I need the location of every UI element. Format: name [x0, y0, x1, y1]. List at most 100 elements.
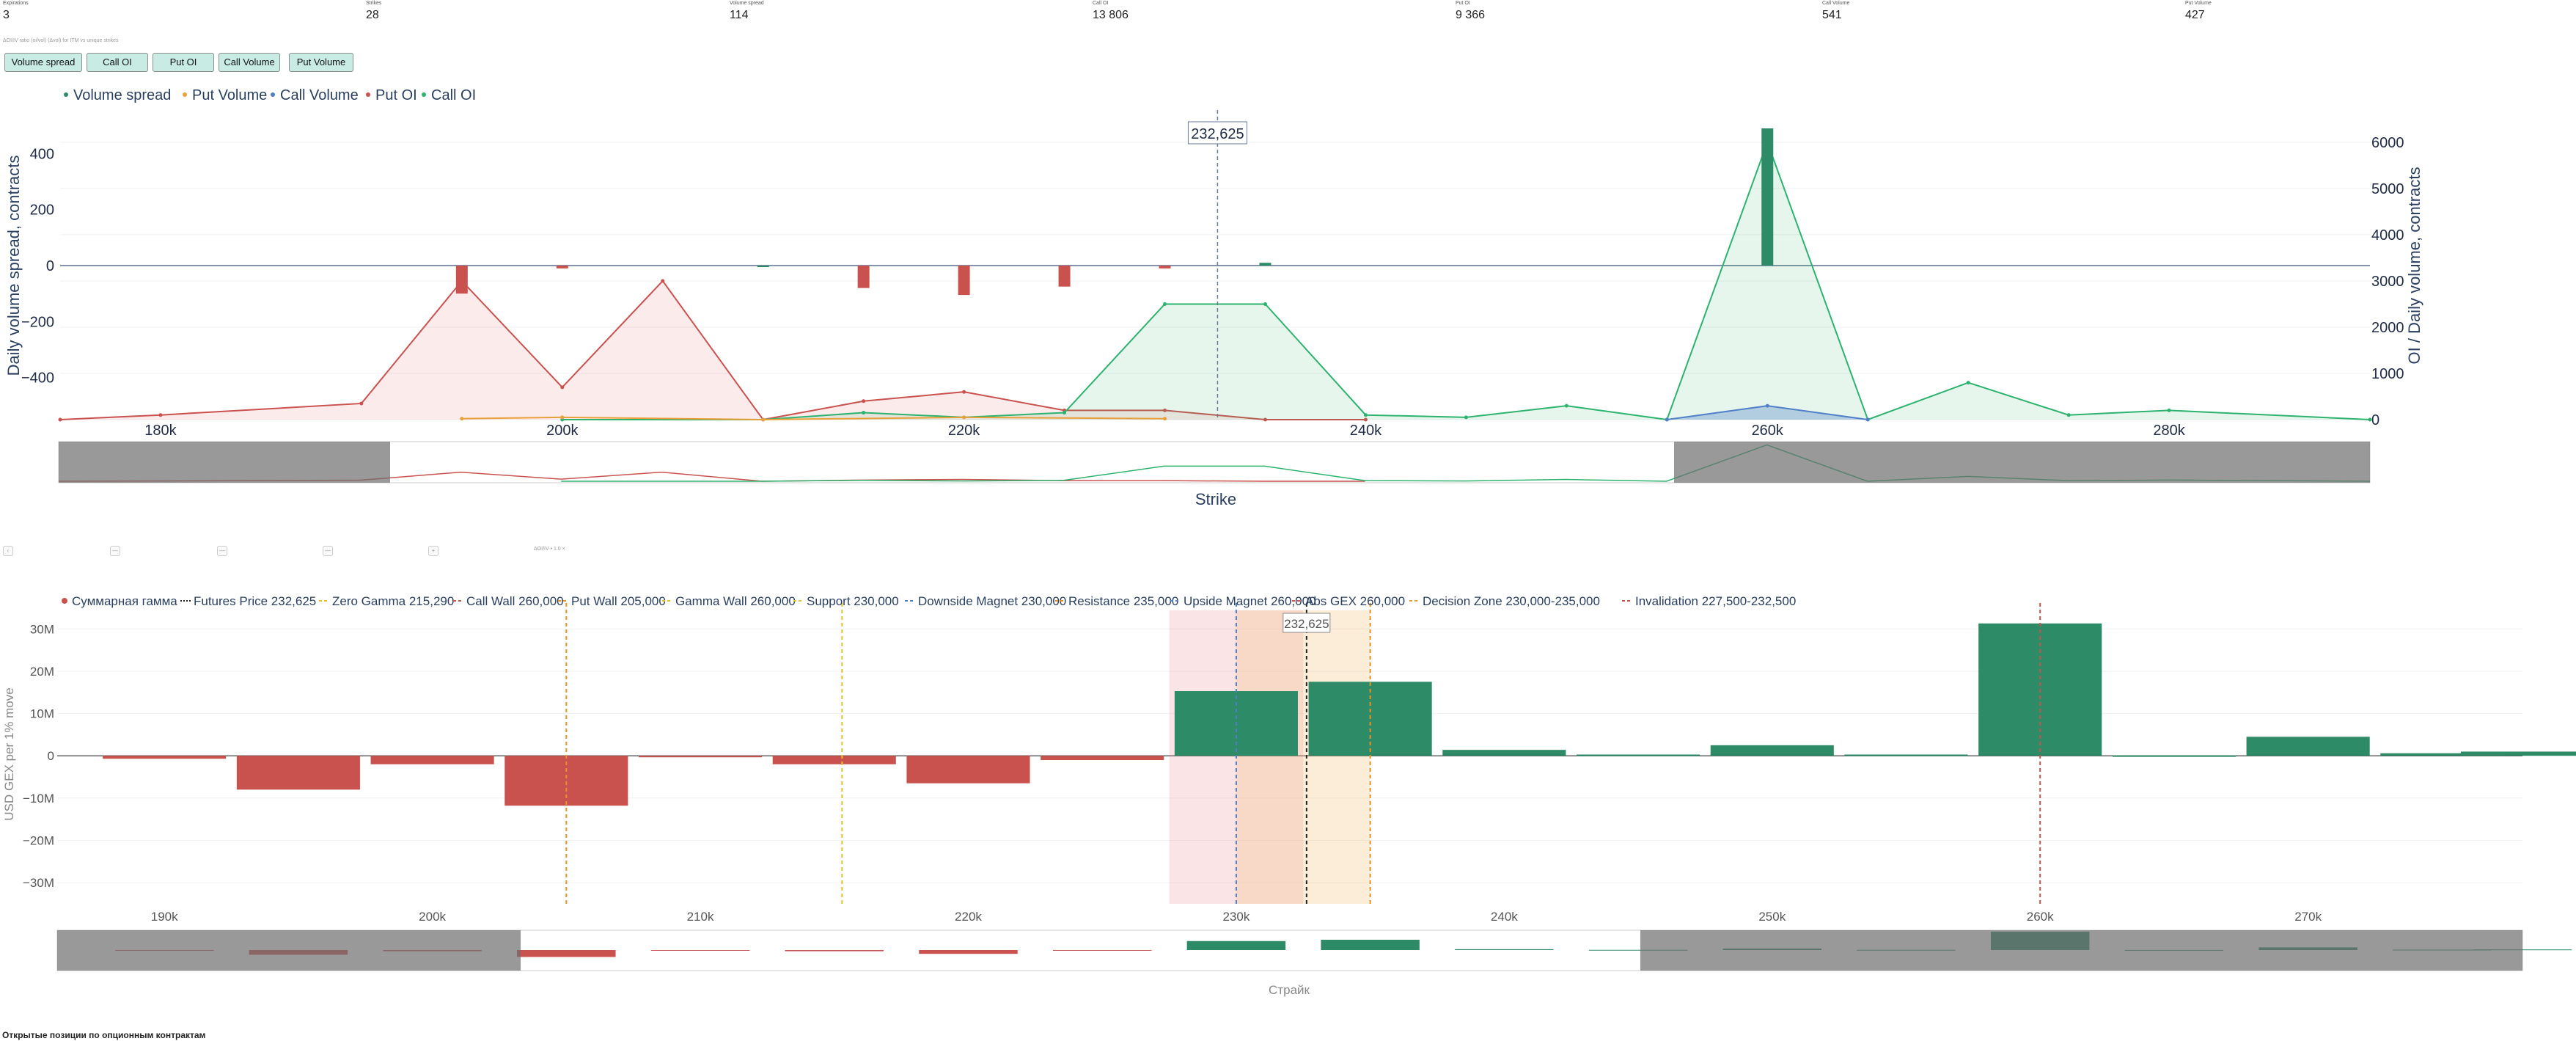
legend-label: Call Volume — [280, 87, 359, 103]
legend-label: Volume spread — [73, 87, 171, 103]
put-oi-point — [359, 401, 364, 406]
call-oi-point — [2167, 408, 2171, 412]
stat-label: Put Volume — [2185, 1, 2212, 6]
y-tick-label: 30M — [30, 622, 54, 636]
stats-note: ΔOI/IV ratio (oi/vol) (Δvol) for ITM vs … — [3, 38, 119, 43]
volume-spread-bar — [757, 266, 769, 268]
gamma-bar — [1442, 750, 1566, 756]
x-axis-title: Страйк — [1269, 983, 1310, 997]
mini-label: ΔOI/IV • 1.0 × — [534, 547, 565, 552]
put-oi-point — [1163, 408, 1167, 412]
volume-spread-bar — [958, 266, 970, 296]
legend-label: Put Volume — [192, 87, 267, 103]
slider-gamma-bar — [1455, 949, 1554, 950]
y-tick-label: −20M — [23, 834, 54, 848]
y2-tick-label: 2000 — [2371, 320, 2404, 336]
y-tick-label: 0 — [46, 258, 54, 274]
call-oi-point — [1966, 381, 1970, 385]
legend-label: Support 230,000 — [807, 594, 899, 608]
price-marker-label: 232,625 — [1284, 617, 1329, 631]
stat-put-oi: Put OI 9 366 — [1456, 0, 1485, 23]
stat-label: Expirations — [3, 1, 29, 6]
slider-gamma-bar — [1321, 940, 1420, 950]
legend-label: Суммарная гамма — [72, 594, 177, 608]
stat-value: 541 — [1822, 9, 1842, 21]
stat-value: 9 366 — [1456, 9, 1486, 21]
stat-label: Call Volume — [1822, 1, 1850, 6]
put-volume-point — [560, 415, 565, 420]
put-oi-point — [1363, 417, 1368, 422]
call-volume-point — [1665, 417, 1669, 422]
put-oi-point — [661, 279, 665, 283]
volume-spread-button[interactable]: Volume spread — [4, 53, 82, 72]
legend-marker — [183, 92, 187, 97]
call-oi-point — [1263, 302, 1267, 306]
put-oi-point — [58, 417, 62, 422]
x-tick-label: 240k — [1350, 423, 1382, 439]
stat-label: Call OI — [1093, 1, 1109, 6]
mini-control-button[interactable]: — — [110, 546, 120, 556]
stat-label: Volume spread — [730, 1, 764, 6]
volume-spread-bar — [1058, 266, 1071, 287]
x-tick-label: 270k — [2294, 910, 2322, 924]
put-oi-point — [1263, 417, 1267, 422]
gamma-bar — [2460, 751, 2576, 756]
x-tick-label: 180k — [144, 423, 177, 439]
stat-label: Strikes — [366, 1, 382, 6]
mini-control-button[interactable]: — — [323, 546, 333, 556]
call-volume-button[interactable]: Call Volume — [219, 53, 280, 72]
x-tick-label: 220k — [948, 423, 980, 439]
stat-value: 28 — [366, 9, 379, 21]
put-oi-point — [560, 385, 565, 390]
legend-marker — [366, 92, 370, 97]
y-tick-label: 10M — [30, 707, 54, 721]
y2-tick-label: 1000 — [2371, 366, 2404, 382]
stat-expirations: Expirations 3 — [3, 0, 29, 23]
call-oi-button[interactable]: Call OI — [87, 53, 148, 72]
put-oi-button[interactable]: Put OI — [153, 53, 214, 72]
gamma-bar — [772, 756, 896, 764]
y2-axis-title: OI / Daily volume, contracts — [2405, 167, 2423, 365]
stat-value: 13 806 — [1093, 9, 1129, 21]
x-tick-label: 240k — [1491, 910, 1518, 924]
gamma-bar — [2246, 737, 2370, 756]
legend-label: Zero Gamma 215,290 — [332, 594, 454, 608]
y-tick-label: −200 — [21, 314, 54, 330]
y2-tick-label: 3000 — [2371, 274, 2404, 290]
y-tick-label: 200 — [30, 202, 54, 219]
slider-gamma-bar — [785, 950, 884, 951]
call-oi-point — [1464, 415, 1468, 420]
stat-strikes: Strikes 28 — [366, 0, 381, 23]
volume-spread-bar — [455, 266, 468, 294]
stat-volume-spread: Volume spread 114 — [730, 0, 764, 23]
gamma-bar — [370, 756, 494, 764]
put-volume-button[interactable]: Put Volume — [289, 53, 353, 72]
legend-label: Abs GEX 260,000 — [1305, 594, 1405, 608]
gamma-bar — [2380, 753, 2504, 756]
call-oi-point — [1363, 413, 1368, 417]
legend-marker — [422, 92, 426, 97]
x-tick-label: 280k — [2153, 423, 2185, 439]
legend-label: Futures Price 232,625 — [194, 594, 316, 608]
stat-label: Put OI — [1456, 1, 1470, 6]
stats-bar: Expirations 3 Strikes 28 Volume spread 114 … — [0, 0, 2576, 29]
volume-spread-bar — [1159, 266, 1171, 269]
y-tick-label: 20M — [30, 665, 54, 679]
legend-label: Invalidation 227,500-232,500 — [1635, 594, 1796, 608]
legend-label: Call OI — [431, 87, 476, 103]
stat-put-volume: Put Volume 427 — [2185, 0, 2212, 23]
call-oi-point — [1063, 411, 1067, 415]
mini-prev-button[interactable]: ‹ — [3, 546, 13, 556]
mini-plus-button[interactable]: + — [428, 546, 438, 556]
call-volume-area — [1667, 406, 1868, 420]
y-axis-title: Daily volume spread, contracts — [4, 156, 23, 376]
mini-control-button[interactable]: — — [217, 546, 227, 556]
legend-label: Resistance 235,000 — [1068, 594, 1178, 608]
y-tick-label: 0 — [48, 749, 54, 763]
slider-gamma-bar — [517, 950, 616, 957]
y-tick-label: 400 — [30, 146, 54, 162]
stat-value: 427 — [2185, 9, 2205, 21]
x-axis-title: Strike — [1195, 490, 1236, 508]
x-tick-label: 190k — [151, 910, 178, 924]
price-marker-label: 232,625 — [1191, 126, 1244, 142]
